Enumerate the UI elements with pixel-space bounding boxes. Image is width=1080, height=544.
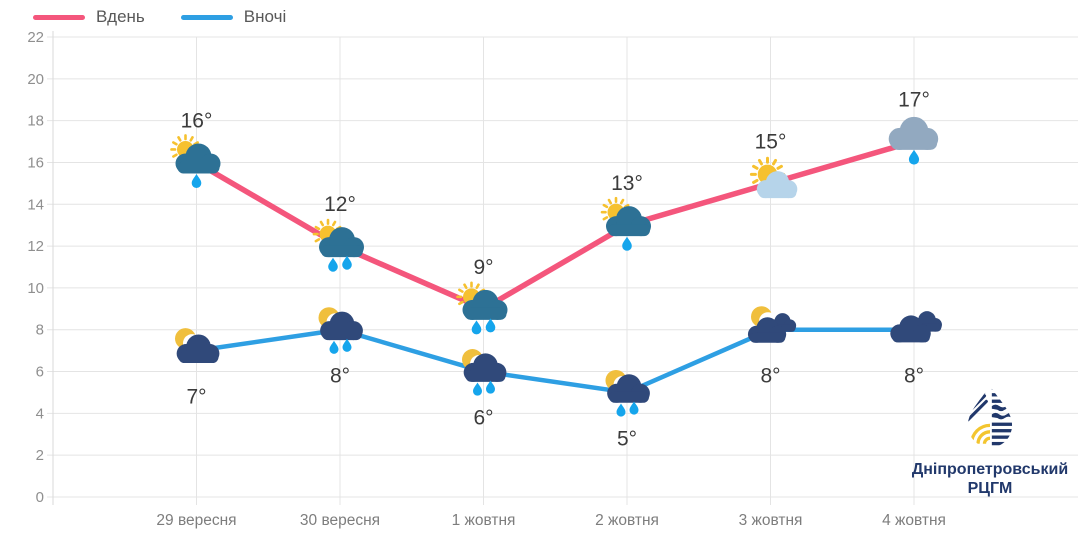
sun-rain-cloud-1-icon [172,135,221,188]
moon-rain-cloud-2-icon [462,349,506,396]
rain-cloud-1-icon [889,117,939,165]
y-axis-label: 2 [36,447,44,464]
y-axis-label: 20 [27,71,44,88]
weather-forecast-chart: Вдень Вночі 0 2 4 6 8 10 12 14 16 18 20 22 29 вересн… [0,0,1080,544]
legend-item-day[interactable]: Вдень [33,7,145,27]
x-axis-label: 30 вересня [300,512,380,529]
temperature-label: 12° [324,193,356,216]
x-axis-labels: 29 вересня 30 вересня 1 жовтня 2 жовтня 3 жо… [156,512,946,529]
y-axis-label: 8 [36,322,44,339]
legend-item-night[interactable]: Вночі [181,7,286,27]
x-axis-label: 1 жовтня [452,512,516,529]
y-axis-label: 22 [27,29,44,46]
temperature-label: 8° [330,365,350,388]
y-axis-label: 12 [27,238,44,255]
temperature-label: 15° [755,130,787,153]
sun-rain-cloud-2-icon [458,283,508,335]
x-axis-label: 4 жовтня [882,512,946,529]
temperature-label: 6° [473,407,493,430]
clouds-icon [890,311,942,342]
y-axis-labels: 0 2 4 6 8 10 12 14 16 18 20 22 [27,29,44,506]
night-temperature-line [197,330,915,393]
day-temperature-line [197,142,915,309]
y-axis-label: 6 [36,364,44,381]
brand-logo: Дніпропетровський РЦГМ [900,383,1080,500]
temperature-label: 13° [611,172,643,195]
brand-name-line1: Дніпропетровський [900,460,1080,481]
moon-rain-cloud-2-icon [319,307,363,354]
y-axis-label: 10 [27,280,44,297]
brand-name-line2: РЦГМ [900,479,1080,500]
y-axis-label: 18 [27,113,44,130]
x-axis-label: 29 вересня [156,512,236,529]
y-axis-label: 16 [27,154,44,171]
temperature-label: 7° [186,386,206,409]
chart-legend: Вдень Вночі [33,7,286,27]
y-axis-label: 0 [36,489,44,506]
day-point-labels: 16° 12° 9° 13° 15° 17° [181,89,930,279]
legend-label-night: Вночі [244,7,286,27]
temperature-label: 17° [898,89,930,112]
legend-label-day: Вдень [96,7,145,27]
moon-cloud-icon [175,328,219,363]
day-icons [172,117,939,335]
y-axis-label: 14 [27,196,44,213]
day-line-swatch [33,15,85,20]
water-drop-logo-icon [958,383,1022,453]
moon-clouds-icon [748,306,796,343]
sun-rain-cloud-1-icon [602,198,651,251]
sun-rain-cloud-2-icon [314,220,364,272]
x-axis-label: 2 жовтня [595,512,659,529]
y-axis-label: 4 [36,405,44,422]
x-axis-label: 3 жовтня [739,512,803,529]
temperature-label: 9° [473,256,493,279]
night-point-labels: 7°8°6°5°8°8° [186,365,924,451]
night-line-swatch [181,15,233,20]
night-icons [175,306,942,416]
temperature-label: 5° [617,427,637,450]
temperature-label: 8° [760,365,780,388]
temperature-label: 16° [181,109,213,132]
moon-rain-cloud-2-icon [606,370,650,417]
